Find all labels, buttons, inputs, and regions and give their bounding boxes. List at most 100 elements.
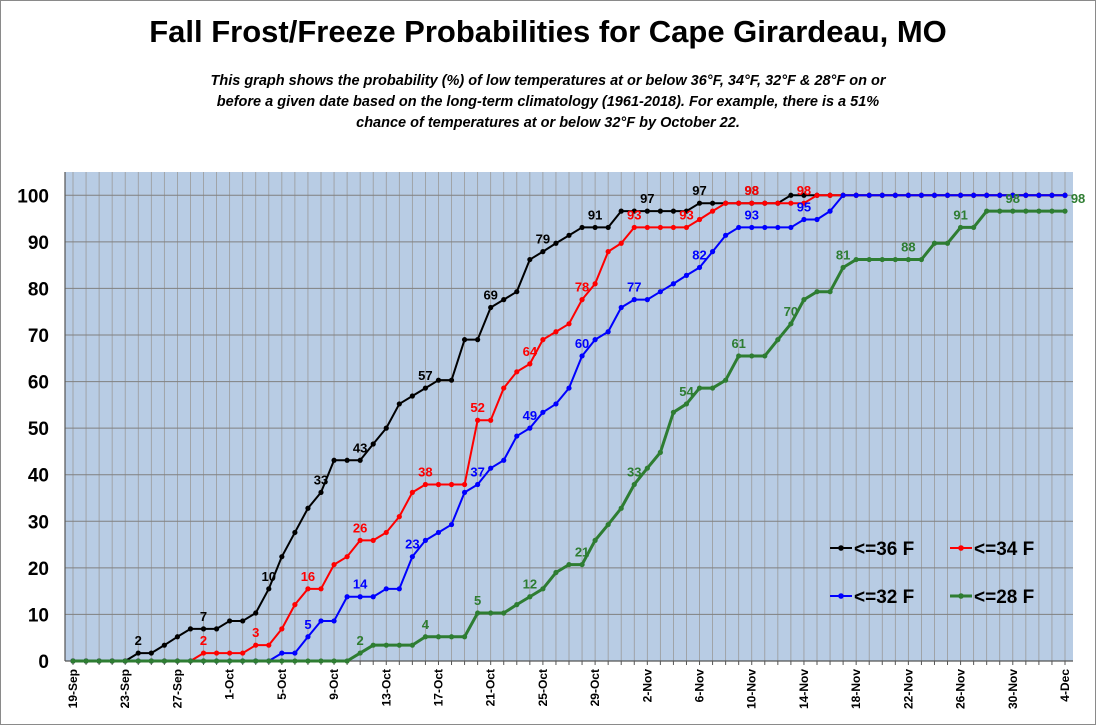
data-point [1036, 208, 1042, 214]
data-point [370, 537, 376, 543]
data-point [814, 289, 820, 295]
data-point [70, 658, 76, 664]
data-point [971, 192, 977, 198]
data-point [540, 249, 546, 255]
data-point [435, 377, 442, 383]
data-point [540, 337, 546, 343]
data-label: 2 [135, 633, 142, 648]
data-label: 7 [200, 609, 207, 624]
data-point [592, 281, 598, 287]
data-point [514, 369, 520, 375]
data-point [461, 337, 468, 343]
data-point [174, 658, 181, 664]
data-point [383, 529, 389, 536]
data-point [344, 554, 350, 560]
x-tick-label: 4-Dec [1058, 669, 1072, 702]
data-label: 98 [745, 183, 759, 198]
data-point [736, 353, 742, 359]
data-point [801, 216, 807, 223]
data-label: 81 [836, 247, 850, 262]
data-point [240, 618, 246, 624]
data-point [814, 192, 820, 198]
data-point [1010, 208, 1016, 214]
x-tick-label: 1-Oct [223, 669, 237, 700]
data-point [488, 304, 494, 311]
data-label: 5 [474, 593, 481, 608]
data-point [200, 650, 207, 656]
data-point [749, 224, 755, 231]
data-point [957, 192, 964, 198]
y-tick-label: 100 [17, 186, 49, 207]
data-point [957, 224, 964, 231]
data-point [383, 586, 389, 592]
legend-marker [838, 545, 844, 551]
data-label: 37 [470, 464, 484, 479]
x-tick-label: 13-Oct [379, 669, 393, 706]
data-label: 16 [301, 569, 315, 584]
data-point [448, 481, 455, 488]
data-point [435, 481, 442, 488]
y-tick-label: 50 [28, 419, 49, 440]
legend-marker [838, 593, 844, 599]
data-point [605, 249, 611, 255]
data-label: 98 [1071, 191, 1085, 206]
y-tick-label: 0 [38, 652, 49, 673]
data-label: 33 [627, 464, 641, 479]
data-point [279, 658, 285, 664]
data-point [422, 537, 429, 543]
data-point [709, 208, 716, 214]
data-point [292, 529, 298, 536]
data-point [709, 249, 716, 255]
data-label: 64 [523, 344, 538, 359]
data-point [279, 650, 285, 656]
data-point [984, 208, 990, 214]
x-tick-label: 27-Sep [170, 669, 184, 708]
data-label: 52 [470, 400, 484, 415]
data-point [644, 297, 650, 303]
data-point [775, 200, 781, 206]
data-label: 93 [679, 207, 693, 222]
y-tick-label: 90 [28, 233, 49, 254]
data-point [253, 642, 259, 648]
data-point [357, 457, 363, 463]
data-point [475, 337, 481, 343]
legend-item: <=28 F [950, 587, 1034, 608]
data-point [670, 409, 677, 415]
data-point [984, 192, 990, 198]
x-tick-label: 29-Oct [588, 669, 602, 706]
data-point [292, 602, 298, 608]
x-tick-label: 9-Oct [327, 669, 341, 700]
data-point [292, 650, 298, 656]
data-point [566, 561, 572, 568]
data-point [553, 329, 559, 335]
data-point [879, 256, 885, 263]
data-point [814, 216, 820, 223]
data-point [1023, 192, 1029, 198]
data-point [187, 658, 194, 664]
data-point [696, 264, 703, 271]
data-point [409, 393, 415, 399]
data-point [788, 321, 794, 327]
data-point [827, 208, 833, 214]
data-point [383, 425, 389, 431]
data-label: 10 [262, 569, 276, 584]
data-point [370, 441, 376, 447]
data-label: 57 [418, 368, 432, 383]
data-point [396, 401, 402, 407]
data-point [579, 224, 585, 231]
data-label: 95 [797, 200, 811, 215]
data-point [971, 224, 977, 231]
data-point [253, 610, 259, 616]
data-label: 49 [523, 408, 537, 423]
x-tick-label: 21-Oct [484, 669, 498, 706]
data-point [266, 658, 272, 664]
data-point [461, 634, 468, 640]
data-point [853, 256, 859, 263]
data-point [775, 224, 781, 231]
legend-label: <=34 F [974, 539, 1034, 560]
legend-label: <=28 F [974, 587, 1034, 608]
legend-item: <=34 F [950, 539, 1034, 560]
data-point [305, 634, 311, 640]
data-point [618, 304, 624, 311]
data-point [109, 658, 115, 664]
